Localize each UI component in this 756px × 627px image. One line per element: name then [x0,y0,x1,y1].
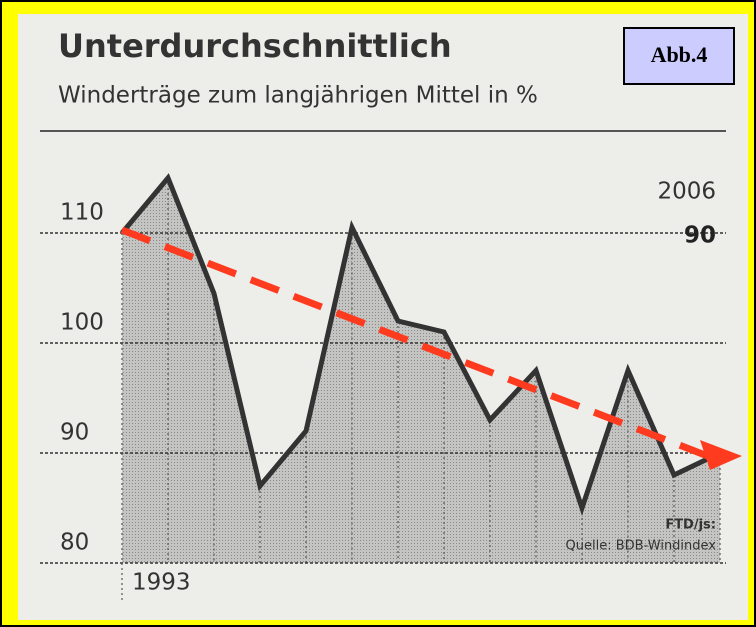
y-tick-label: 90 [60,420,89,446]
x-tick-label: 1993 [132,570,191,596]
line [120,173,722,516]
y-tick-label: 80 [60,530,89,556]
chart-title: Unterdurchschnittlich [58,27,452,65]
chart-subtitle: Winderträge zum langjährigen Mittel in % [58,83,538,109]
y-tick-label: 110 [60,200,104,226]
trend-line [120,226,720,464]
y-tick-label: 100 [60,310,104,336]
end-value: 90 [684,223,716,249]
credit: FTD/js: [665,518,716,533]
badge: Abb.4 [651,42,708,67]
end-year: 2006 [657,179,716,205]
trend-arrow [700,440,742,470]
area [122,178,720,563]
badge-box [623,27,735,85]
plot: 80 90 100 110 1993 [40,173,726,600]
source: Quelle: BDB-Windindex [566,539,717,554]
